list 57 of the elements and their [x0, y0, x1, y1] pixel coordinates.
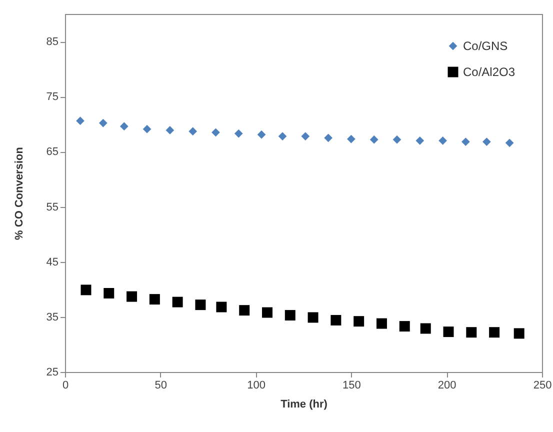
- point: [416, 136, 424, 145]
- point: [461, 138, 470, 146]
- legend-label: Co/Al2O3: [463, 65, 516, 79]
- y-tick-label: 35: [46, 311, 58, 324]
- y-tick-label: 65: [46, 146, 58, 158]
- point: [284, 310, 296, 321]
- legend-label: Co/GNS: [463, 39, 508, 53]
- x-tick-label: 100: [247, 380, 266, 392]
- x-tick-label: 50: [154, 380, 168, 392]
- point: [80, 284, 92, 296]
- point: [216, 302, 227, 312]
- point: [149, 294, 160, 305]
- point: [438, 136, 447, 145]
- point: [142, 124, 152, 134]
- point: [354, 316, 364, 327]
- y-axis-title: % CO Conversion: [13, 146, 26, 240]
- point: [489, 327, 500, 338]
- point: [466, 327, 477, 338]
- point: [330, 314, 342, 326]
- x-tick-label: 250: [533, 380, 552, 392]
- y-tick-label: 75: [46, 91, 58, 104]
- point: [120, 122, 128, 131]
- point: [188, 127, 198, 136]
- point: [104, 288, 114, 298]
- point: [420, 323, 431, 334]
- point: [262, 307, 272, 318]
- point: [370, 135, 378, 144]
- point: [347, 134, 356, 144]
- y-tick-label: 45: [46, 256, 58, 268]
- point: [234, 129, 243, 138]
- y-tick-label: 55: [46, 201, 58, 214]
- point: [172, 296, 183, 308]
- x-axis-title: Time (hr): [280, 398, 328, 410]
- point: [308, 312, 318, 323]
- y-tick-label: 25: [46, 366, 58, 378]
- x-tick-label: 200: [438, 380, 456, 392]
- point: [301, 132, 310, 140]
- point: [392, 135, 402, 144]
- point: [399, 321, 410, 332]
- point: [324, 134, 332, 142]
- point: [239, 305, 250, 316]
- point: [212, 128, 220, 137]
- point: [257, 130, 266, 139]
- point: [126, 291, 138, 302]
- point: [166, 126, 174, 134]
- point: [482, 138, 491, 146]
- point: [514, 328, 524, 339]
- x-tick-label: 0: [62, 380, 69, 392]
- x-tick-label: 150: [342, 380, 361, 392]
- point: [505, 138, 514, 148]
- point: [98, 118, 108, 128]
- point: [195, 300, 206, 310]
- point: [443, 326, 454, 338]
- y-tick-label: 85: [46, 36, 58, 48]
- point: [376, 318, 387, 329]
- point: [278, 132, 287, 140]
- point: [76, 116, 84, 126]
